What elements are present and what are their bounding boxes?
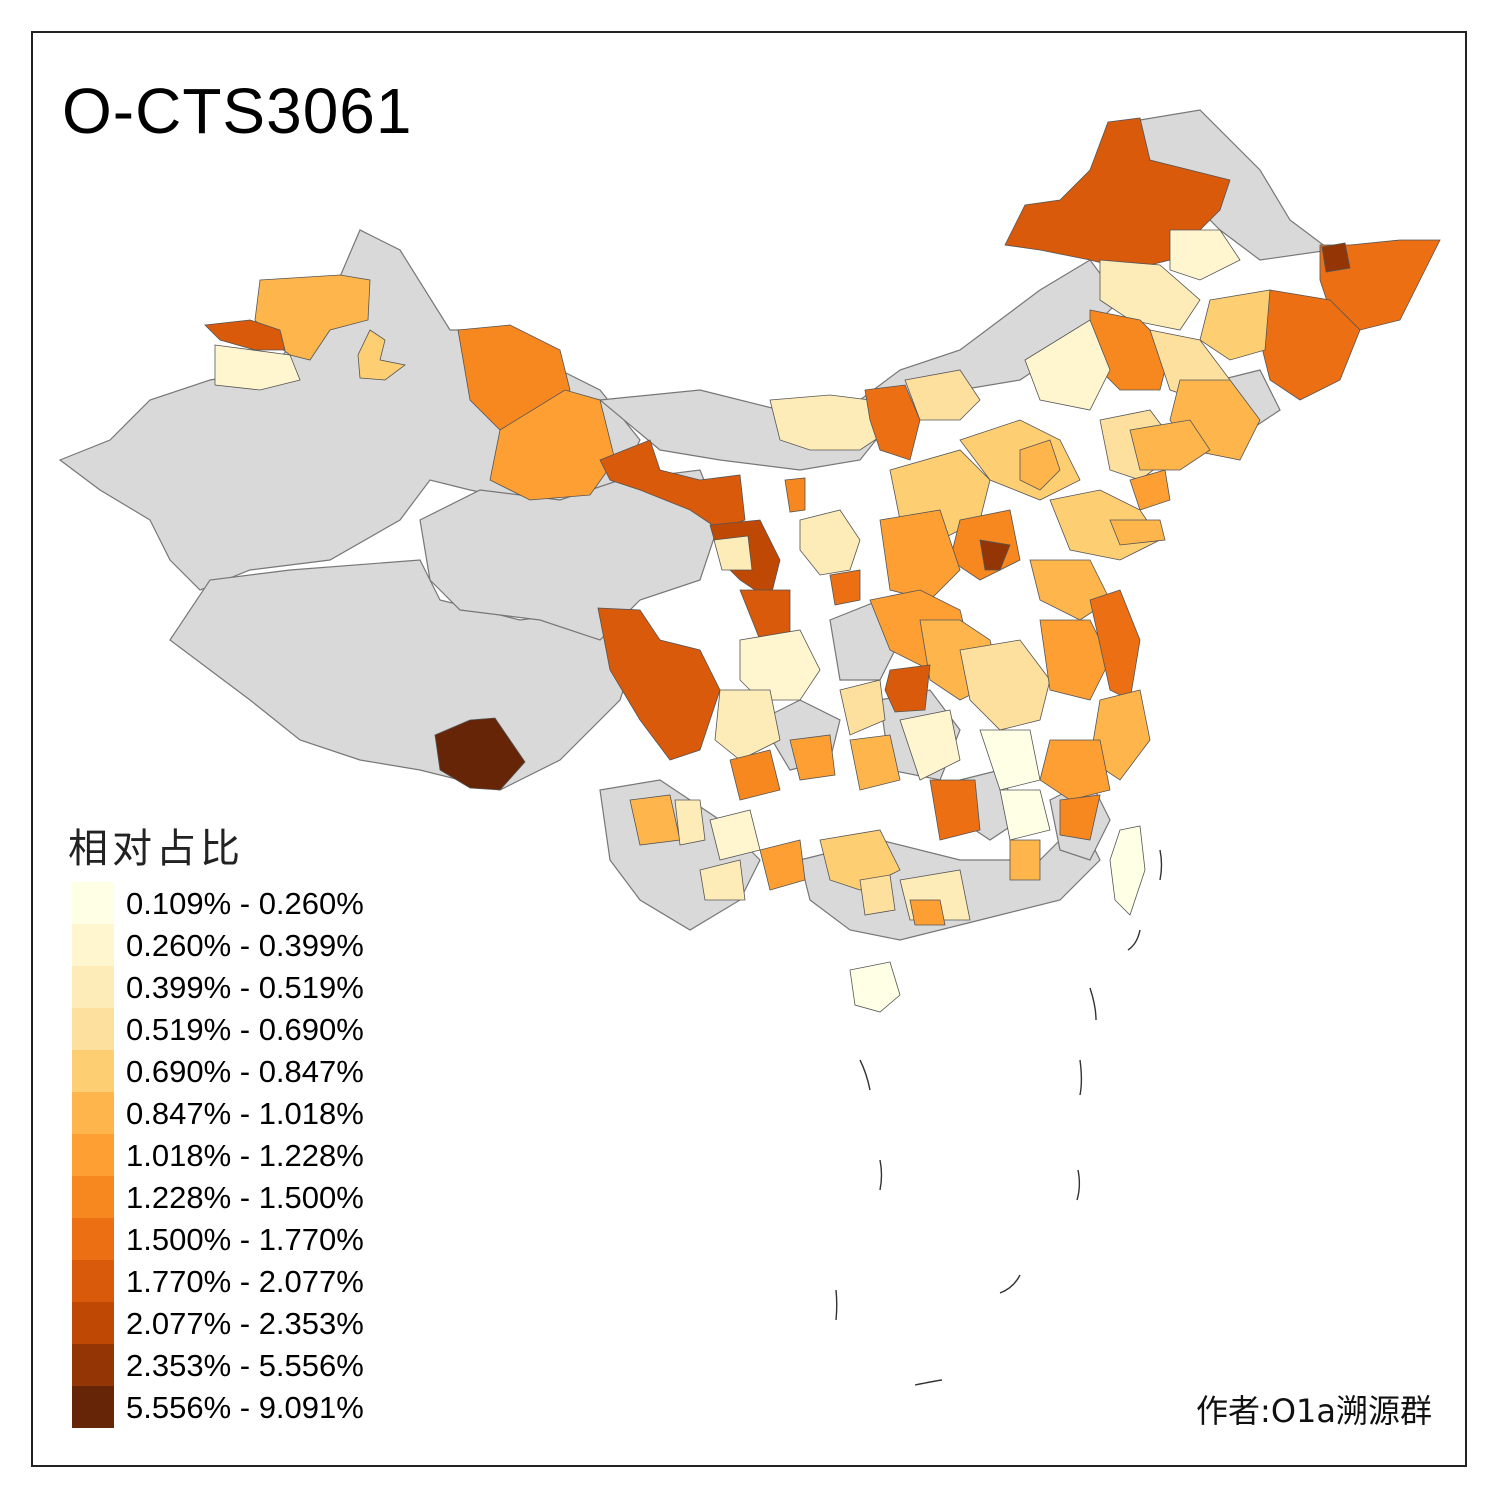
legend-label: 0.260% - 0.399% [126, 928, 364, 963]
map-region [1169, 229, 1241, 281]
map-region [214, 344, 301, 391]
map-region [859, 874, 896, 916]
map-region [839, 679, 886, 736]
map-region [1129, 419, 1211, 471]
map-region [1319, 239, 1441, 331]
map-region [599, 439, 746, 531]
legend-label: 2.353% - 5.556% [126, 1348, 364, 1383]
map-region [864, 384, 921, 461]
legend-label: 0.399% - 0.519% [126, 970, 364, 1005]
legend-swatch [72, 1050, 114, 1092]
legend-label: 0.847% - 1.018% [126, 1096, 364, 1131]
island-outline [835, 1289, 838, 1321]
legend-title: 相对占比 [68, 826, 244, 872]
island-outline [1079, 1059, 1083, 1096]
legend-label: 5.556% - 9.091% [126, 1390, 364, 1425]
map-region [904, 369, 981, 421]
legend-label: 1.228% - 1.500% [126, 1180, 364, 1215]
map-region [979, 539, 1011, 571]
map-region [1129, 469, 1171, 511]
map-region [1024, 319, 1111, 411]
legend-swatch [72, 1092, 114, 1134]
map-region [739, 589, 791, 641]
map-title: O-CTS3061 [62, 75, 413, 147]
island-outline [859, 1059, 871, 1091]
map-region [1109, 519, 1166, 546]
legend-swatch [72, 1008, 114, 1050]
map-region [959, 639, 1051, 731]
map-region [674, 799, 706, 846]
legend-swatch [72, 1386, 114, 1428]
legend-swatch [72, 924, 114, 966]
map-region [899, 709, 961, 781]
map-region [1039, 739, 1111, 801]
map-region [1089, 589, 1141, 701]
map-region [979, 729, 1041, 791]
map-region [357, 329, 406, 381]
island-outline [1076, 1169, 1081, 1201]
map-region [729, 749, 781, 801]
map-region [929, 779, 981, 841]
map-region [714, 689, 781, 761]
map-region [1109, 825, 1146, 916]
island-outline [914, 1379, 943, 1386]
legend-label: 1.018% - 1.228% [126, 1138, 364, 1173]
legend-swatch [72, 1344, 114, 1386]
map-region [1019, 439, 1061, 491]
map-region [999, 789, 1051, 841]
legend-swatch [72, 1176, 114, 1218]
map-region [849, 961, 901, 1013]
legend-swatch [72, 1218, 114, 1260]
author-credit: 作者:O1a溯源群 [1196, 1392, 1432, 1430]
map-region [597, 607, 721, 761]
map-region [713, 535, 753, 571]
legend-label: 2.077% - 2.353% [126, 1306, 364, 1341]
map-region [1009, 839, 1041, 881]
map-region [799, 509, 861, 576]
map-region [434, 717, 526, 791]
map-region [909, 899, 946, 926]
map-region [884, 664, 931, 713]
island-outline [1159, 849, 1163, 881]
legend-swatch [72, 1302, 114, 1344]
legend-label: 0.519% - 0.690% [126, 1012, 364, 1047]
map-region [759, 839, 806, 891]
map-region [204, 319, 286, 351]
island-outline [1089, 987, 1097, 1021]
south-china-sea-islands [835, 849, 1163, 1386]
map-region [739, 629, 821, 701]
map-region [879, 509, 961, 601]
map-region [1039, 619, 1111, 701]
legend-label: 0.109% - 0.260% [126, 886, 364, 921]
legend-swatch [72, 966, 114, 1008]
map-region [829, 569, 861, 606]
data-regions [204, 117, 1441, 1013]
map-region [784, 477, 806, 513]
legend-label: 0.690% - 0.847% [126, 1054, 364, 1089]
legend-swatch [72, 1260, 114, 1302]
legend-swatch [72, 882, 114, 924]
map-region [789, 734, 836, 781]
map-region [769, 394, 891, 451]
legend-swatch [72, 1134, 114, 1176]
map-region [849, 734, 901, 791]
map-region [489, 389, 616, 501]
no-data-region [419, 469, 721, 641]
legend-label: 1.500% - 1.770% [126, 1222, 364, 1257]
map-region [1059, 794, 1101, 841]
island-outline [999, 1274, 1021, 1294]
map-region [699, 859, 746, 901]
island-outline [879, 1159, 883, 1191]
island-outline [1127, 929, 1141, 951]
map-region [1099, 259, 1201, 331]
legend-label: 1.770% - 2.077% [126, 1264, 364, 1299]
map-region [1321, 242, 1351, 273]
map-region [1199, 289, 1271, 361]
